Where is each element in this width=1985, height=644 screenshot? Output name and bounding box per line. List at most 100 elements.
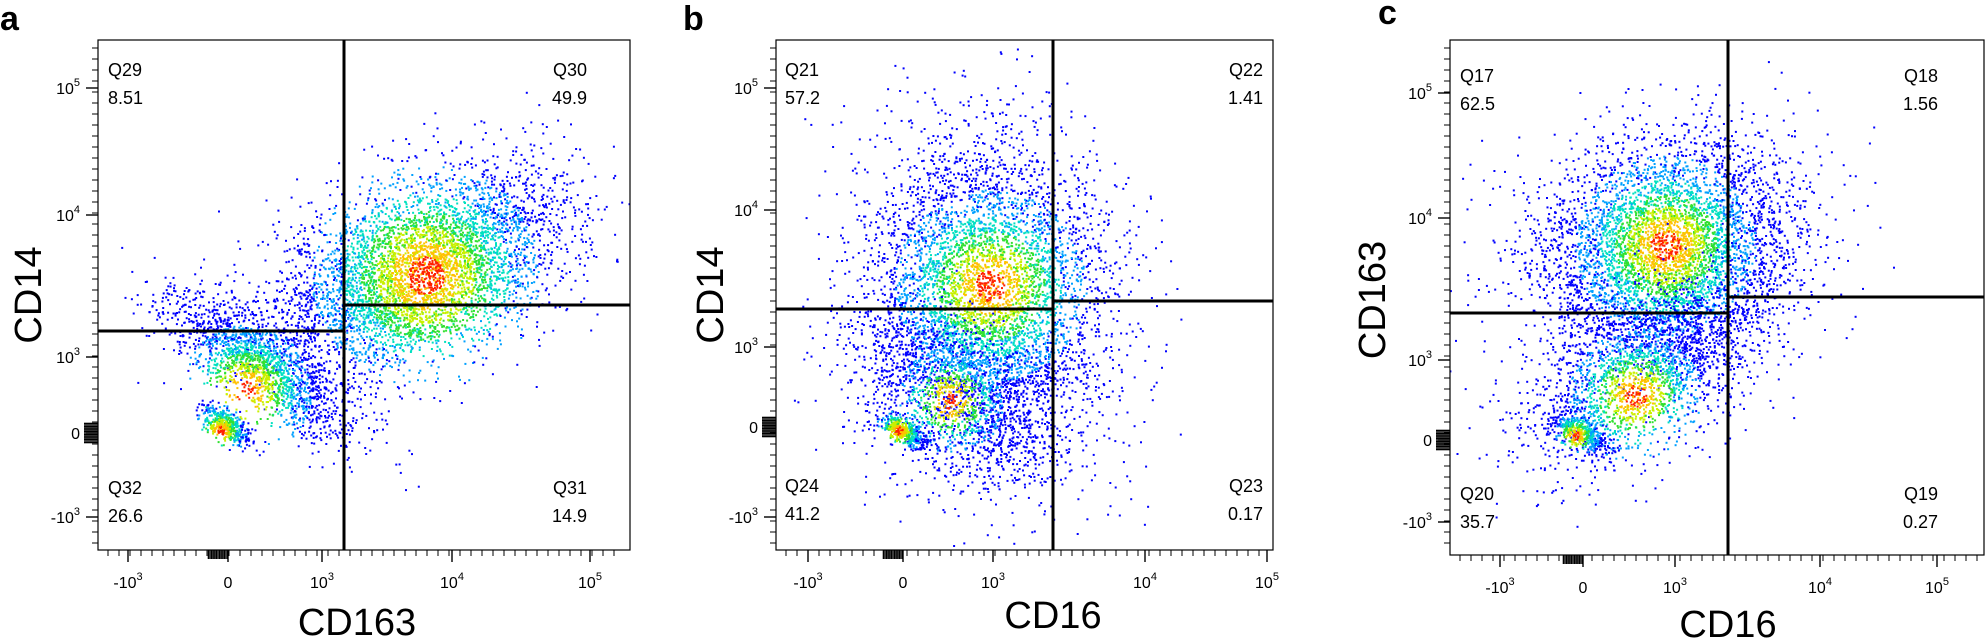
density-point [468,305,471,308]
density-point [357,309,360,312]
density-point [479,256,482,259]
density-point [455,146,458,149]
density-point [464,227,467,230]
density-point [498,219,501,222]
density-point [340,346,342,349]
density-point [437,242,440,245]
density-point [351,278,354,281]
density-point [393,332,396,335]
density-point [486,205,489,208]
density-point [394,349,397,352]
density-point [525,229,528,232]
density-point [484,230,487,233]
density-point [399,347,402,350]
density-point [485,312,488,315]
density-point [417,287,420,290]
density-point [335,348,338,351]
density-point [486,214,489,217]
density-point [386,243,389,246]
density-point [415,245,418,248]
density-point [365,316,368,319]
density-point [351,327,354,330]
density-point [517,237,520,240]
density-point [494,239,497,242]
density-point [300,275,303,278]
density-point [416,257,419,260]
density-point [373,279,375,282]
density-point [338,310,340,313]
density-point [492,238,495,241]
density-point [508,281,511,284]
density-point [471,166,474,169]
density-point [518,317,521,320]
density-point [483,173,486,176]
density-point [542,193,545,196]
density-point [379,374,381,377]
density-point [505,222,508,225]
density-point [381,255,384,258]
density-point [412,272,415,275]
density-point [340,282,343,285]
density-point [308,315,310,318]
density-point [485,218,487,220]
density-point [475,233,478,236]
density-point [335,279,338,282]
density-point [361,281,364,284]
density-point [340,256,343,259]
density-point [484,287,487,290]
density-point [392,289,395,292]
density-point [453,251,456,254]
density-point [371,329,373,332]
density-point [297,233,300,235]
density-point [503,292,506,295]
density-point [380,266,383,269]
density-point [355,287,358,290]
density-point [331,341,334,344]
density-point [419,261,421,264]
density-point [519,309,522,312]
density-point [384,222,387,225]
density-point [438,225,441,228]
density-point [369,310,372,313]
density-point [500,263,503,265]
density-point [326,292,329,295]
density-point [457,264,460,267]
density-point [524,286,526,289]
density-point [412,331,415,334]
density-point [561,217,564,220]
density-point [507,201,510,204]
density-point [493,222,495,225]
density-point [295,337,298,340]
density-point [427,255,430,258]
density-point [452,355,455,358]
density-point [285,261,288,264]
density-point [461,241,464,243]
density-point [490,310,493,313]
density-point [528,224,531,227]
density-point [372,256,375,259]
density-point [439,188,442,191]
density-point [248,281,251,284]
density-point [452,236,455,239]
density-point [445,299,448,302]
density-point [521,209,524,211]
density-point [420,278,423,281]
density-point [366,330,369,333]
density-point [401,160,404,162]
density-point [434,251,437,253]
density-point [393,171,396,174]
density-point [377,248,380,251]
density-point [430,300,433,302]
density-point [438,265,441,268]
density-point [644,217,646,219]
density-point [367,199,369,202]
density-point [454,275,457,278]
density-point [520,275,523,278]
density-point [443,254,445,257]
density-point [433,233,436,236]
density-point [461,282,464,285]
density-point [418,250,421,253]
density-point [581,240,584,243]
density-point [307,358,310,360]
density-point [454,292,457,295]
